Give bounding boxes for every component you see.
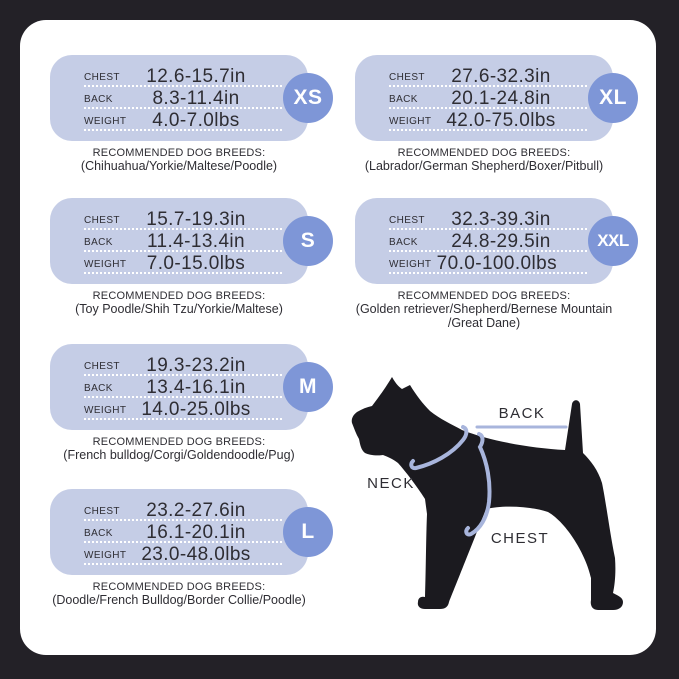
- row-label-weight: WEIGHT: [84, 549, 127, 561]
- row-label-chest: CHEST: [84, 71, 120, 83]
- breeds-list: (Doodle/French Bulldog/Border Collie/Poo…: [52, 593, 306, 607]
- row-value-weight: 42.0-75.0lbs: [446, 110, 556, 131]
- breeds-list: (Labrador/German Shepherd/Boxer/Pitbull): [364, 159, 604, 173]
- row-back: BACK 8.3-11.4in: [84, 88, 288, 110]
- recommended-breeds-label: RECOMMENDED DOG BREEDS:: [92, 436, 266, 448]
- row-label-back: BACK: [84, 93, 113, 105]
- row-label-weight: WEIGHT: [389, 258, 432, 270]
- size-card-l: CHEST 23.2-27.6in BACK 16.1-20.1in WEIGH…: [50, 489, 333, 608]
- size-badge-s: S: [283, 216, 333, 266]
- row-chest: CHEST 32.3-39.3in: [389, 209, 593, 231]
- size-badge-l: L: [283, 507, 333, 557]
- breeds-note: RECOMMENDED DOG BREEDS: (Doodle/French B…: [37, 581, 321, 608]
- dog-silhouette-shape: [351, 377, 623, 610]
- size-card-xxl: CHEST 32.3-39.3in BACK 24.8-29.5in WEIGH…: [355, 198, 638, 330]
- diagram-label-chest: CHEST: [490, 530, 550, 547]
- row-value-weight: 70.0-100.0lbs: [436, 253, 557, 274]
- row-chest: CHEST 23.2-27.6in: [84, 500, 288, 522]
- row-chest: CHEST 15.7-19.3in: [84, 209, 288, 231]
- recommended-breeds-label: RECOMMENDED DOG BREEDS:: [92, 290, 266, 302]
- row-label-weight: WEIGHT: [84, 404, 127, 416]
- harness-neck-strap: [409, 425, 469, 471]
- row-back: BACK 11.4-13.4in: [84, 231, 288, 253]
- row-value-back: 16.1-20.1in: [146, 522, 246, 543]
- breeds-note: RECOMMENDED DOG BREEDS: (Toy Poodle/Shih…: [37, 290, 321, 317]
- row-value-back: 11.4-13.4in: [146, 231, 246, 252]
- size-card-m: CHEST 19.3-23.2in BACK 13.4-16.1in WEIGH…: [50, 344, 333, 463]
- breeds-note: RECOMMENDED DOG BREEDS: (Chihuahua/Yorki…: [37, 147, 321, 174]
- row-chest: CHEST 19.3-23.2in: [84, 355, 288, 377]
- row-value-chest: 15.7-19.3in: [146, 209, 246, 230]
- diagram-label-back: BACK: [498, 405, 546, 422]
- row-label-chest: CHEST: [84, 505, 120, 517]
- row-value-weight: 7.0-15.0lbs: [146, 253, 246, 274]
- size-badge-xs: XS: [283, 73, 333, 123]
- size-badge-m: M: [283, 362, 333, 412]
- row-back: BACK 13.4-16.1in: [84, 377, 288, 399]
- row-weight: WEIGHT 7.0-15.0lbs: [84, 253, 288, 275]
- row-label-back: BACK: [84, 382, 113, 394]
- row-label-weight: WEIGHT: [389, 115, 432, 127]
- size-card-box: CHEST 15.7-19.3in BACK 11.4-13.4in WEIGH…: [50, 198, 333, 284]
- row-label-back: BACK: [84, 527, 113, 539]
- recommended-breeds-label: RECOMMENDED DOG BREEDS:: [397, 290, 571, 302]
- breeds-list: (Chihuahua/Yorkie/Maltese/Poodle): [80, 159, 278, 173]
- row-value-back: 24.8-29.5in: [451, 231, 551, 252]
- row-weight: WEIGHT 23.0-48.0lbs: [84, 544, 288, 566]
- size-card-box: CHEST 23.2-27.6in BACK 16.1-20.1in WEIGH…: [50, 489, 333, 575]
- size-badge-xl: XL: [588, 73, 638, 123]
- row-label-chest: CHEST: [389, 71, 425, 83]
- row-value-chest: 23.2-27.6in: [146, 500, 246, 521]
- row-label-chest: CHEST: [84, 214, 120, 226]
- row-weight: WEIGHT 70.0-100.0lbs: [389, 253, 593, 275]
- row-value-weight: 23.0-48.0lbs: [141, 544, 251, 565]
- row-chest: CHEST 27.6-32.3in: [389, 66, 593, 88]
- row-value-weight: 14.0-25.0lbs: [141, 399, 251, 420]
- row-weight: WEIGHT 42.0-75.0lbs: [389, 110, 593, 132]
- row-back: BACK 24.8-29.5in: [389, 231, 593, 253]
- breeds-list: (French bulldog/Corgi/Goldendoodle/Pug): [63, 448, 295, 462]
- row-label-chest: CHEST: [389, 214, 425, 226]
- size-badge-xxl: XXL: [588, 216, 638, 266]
- size-card-box: CHEST 19.3-23.2in BACK 13.4-16.1in WEIGH…: [50, 344, 333, 430]
- size-card-box: CHEST 27.6-32.3in BACK 20.1-24.8in WEIGH…: [355, 55, 638, 141]
- row-weight: WEIGHT 4.0-7.0lbs: [84, 110, 288, 132]
- row-label-weight: WEIGHT: [84, 115, 127, 127]
- breeds-note: RECOMMENDED DOG BREEDS: (French bulldog/…: [37, 436, 321, 463]
- row-label-chest: CHEST: [84, 360, 120, 372]
- row-value-chest: 32.3-39.3in: [451, 209, 551, 230]
- size-card-xl: CHEST 27.6-32.3in BACK 20.1-24.8in WEIGH…: [355, 55, 638, 174]
- breeds-list: (Golden retriever/Shepherd/Bernese Mount…: [355, 302, 613, 316]
- row-value-weight: 4.0-7.0lbs: [152, 110, 240, 131]
- diagram-label-neck: NECK: [367, 475, 415, 492]
- row-value-chest: 12.6-15.7in: [146, 66, 246, 87]
- row-value-back: 13.4-16.1in: [146, 377, 246, 398]
- recommended-breeds-label: RECOMMENDED DOG BREEDS:: [397, 147, 571, 159]
- dog-measurement-diagram: BACK NECK CHEST: [345, 362, 647, 652]
- row-value-back: 8.3-11.4in: [152, 88, 240, 109]
- breeds-note: RECOMMENDED DOG BREEDS: (Golden retrieve…: [342, 290, 626, 330]
- breeds-note: RECOMMENDED DOG BREEDS: (Labrador/German…: [342, 147, 626, 174]
- row-label-back: BACK: [389, 93, 418, 105]
- recommended-breeds-label: RECOMMENDED DOG BREEDS:: [92, 581, 266, 593]
- size-card-xs: CHEST 12.6-15.7in BACK 8.3-11.4in WEIGHT…: [50, 55, 333, 174]
- size-card-s: CHEST 15.7-19.3in BACK 11.4-13.4in WEIGH…: [50, 198, 333, 317]
- row-label-back: BACK: [84, 236, 113, 248]
- size-card-box: CHEST 32.3-39.3in BACK 24.8-29.5in WEIGH…: [355, 198, 638, 284]
- breeds-list: (Toy Poodle/Shih Tzu/Yorkie/Maltese): [75, 302, 283, 316]
- row-back: BACK 16.1-20.1in: [84, 522, 288, 544]
- row-chest: CHEST 12.6-15.7in: [84, 66, 288, 88]
- row-value-chest: 27.6-32.3in: [451, 66, 551, 87]
- row-label-back: BACK: [389, 236, 418, 248]
- breeds-list-continued: /Great Dane): [447, 315, 521, 330]
- size-card-box: CHEST 12.6-15.7in BACK 8.3-11.4in WEIGHT…: [50, 55, 333, 141]
- harness-chest-strap: [464, 432, 492, 537]
- row-label-weight: WEIGHT: [84, 258, 127, 270]
- row-back: BACK 20.1-24.8in: [389, 88, 593, 110]
- row-value-chest: 19.3-23.2in: [146, 355, 246, 376]
- row-value-back: 20.1-24.8in: [451, 88, 551, 109]
- row-weight: WEIGHT 14.0-25.0lbs: [84, 399, 288, 421]
- recommended-breeds-label: RECOMMENDED DOG BREEDS:: [92, 147, 266, 159]
